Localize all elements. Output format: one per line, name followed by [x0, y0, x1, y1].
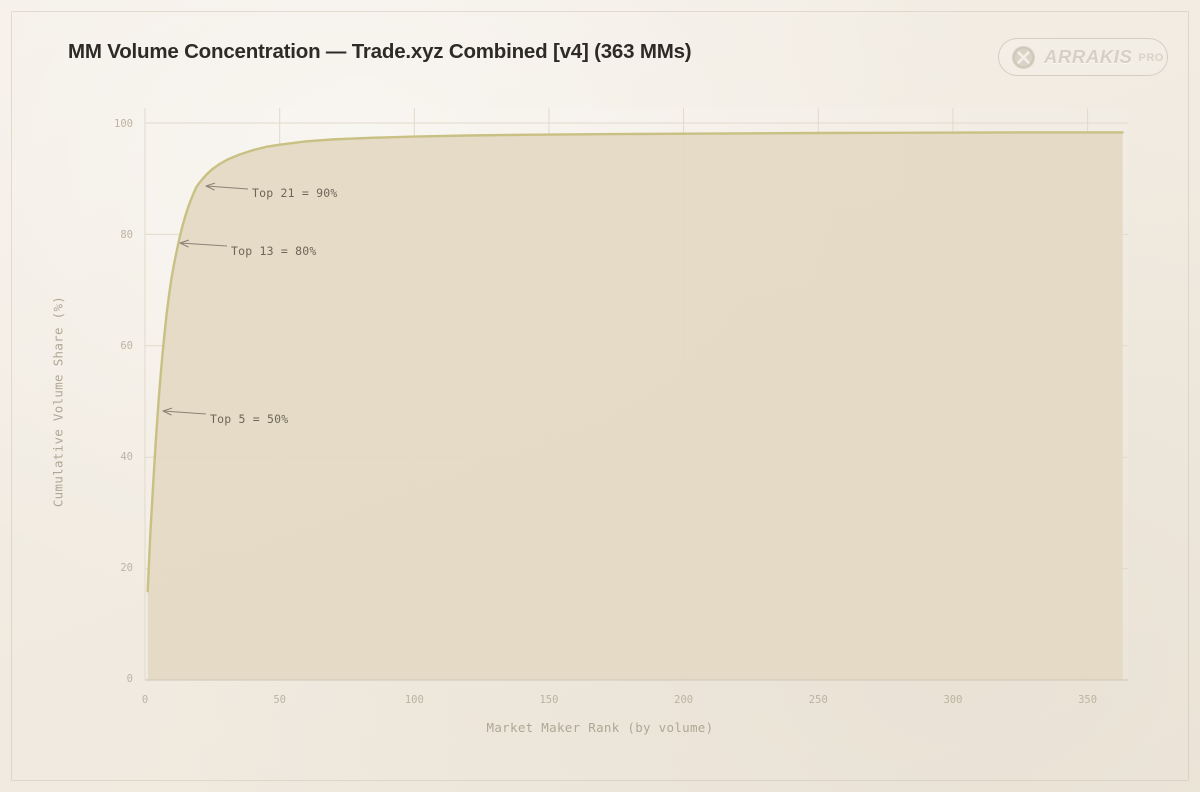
chart-annotation-label: Top 5 = 50% — [210, 412, 289, 426]
annotation-arrow — [205, 182, 249, 191]
x-tick-label: 50 — [273, 694, 286, 706]
y-tick-label: 100 — [114, 117, 133, 130]
x-tick-label: 100 — [404, 694, 424, 706]
logo-wordmark: ARRAKIS — [1044, 46, 1133, 67]
x-tick-label: 250 — [808, 694, 828, 706]
cumulative-share-area — [147, 132, 1123, 680]
y-tick-label: 80 — [120, 228, 133, 241]
logo-tier-label: PRO — [1138, 52, 1164, 64]
chart-annotation-label: Top 21 = 90% — [252, 186, 338, 200]
chart-annotation-label: Top 13 = 80% — [231, 244, 317, 258]
y-axis-title: Cumulative Volume Share (%) — [50, 295, 66, 508]
arrakis-x-mark-icon — [1012, 45, 1035, 69]
y-tick-label: 0 — [126, 673, 133, 685]
x-tick-label: 200 — [674, 694, 694, 706]
arrakis-pro-logo-badge: ARRAKIS PRO — [998, 38, 1168, 76]
x-tick-label: 350 — [1078, 694, 1098, 706]
y-tick-label: 20 — [120, 561, 133, 574]
x-axis-title: Market Maker Rank (by volume) — [486, 720, 714, 735]
page-title: MM Volume Concentration — Trade.xyz Comb… — [68, 40, 692, 63]
annotation-arrow — [179, 239, 228, 248]
x-tick-label: 150 — [539, 694, 559, 706]
x-tick-label: 300 — [943, 694, 963, 706]
y-tick-label: 40 — [120, 450, 133, 463]
x-tick-label: 0 — [141, 694, 149, 706]
y-tick-label: 60 — [120, 339, 133, 352]
annotation-arrow — [162, 407, 207, 416]
annotation-arrows — [162, 182, 249, 416]
cumulative-share-line — [146, 131, 1124, 593]
